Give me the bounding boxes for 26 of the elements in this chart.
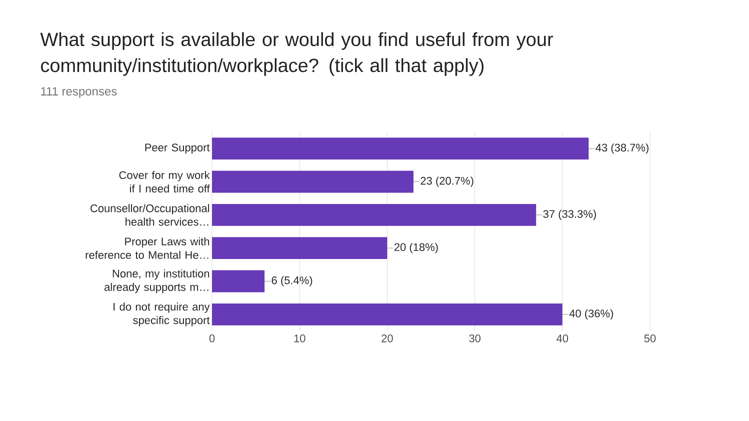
bar <box>212 270 265 292</box>
bar <box>212 170 414 193</box>
y-tick-label: Cover for my work if I need time off <box>119 170 210 193</box>
x-tick-label: 40 <box>556 334 568 342</box>
bar <box>212 138 589 160</box>
y-tick-label: Peer Support <box>145 144 210 154</box>
bar <box>212 237 388 260</box>
x-tick-label: 10 <box>294 334 306 342</box>
data-label: 43 (38.7%) <box>596 143 648 154</box>
data-label: 37 (33.3%) <box>543 210 596 220</box>
chart-title: What support is available or would you find useful from your community/institution/workplace? (tick all that apply) <box>40 32 554 76</box>
y-tick-label: I do not require any specific support <box>114 302 210 326</box>
data-label: 20 (18%) <box>394 242 438 254</box>
x-tick-label: 0 <box>209 334 215 342</box>
x-tick-label: 50 <box>644 334 656 342</box>
text: 111 responses <box>41 87 117 98</box>
data-label: 6 (5.4%) <box>272 276 312 286</box>
x-tick-label: 20 <box>382 334 393 342</box>
y-tick-label: Proper Laws with reference to Mental He… <box>86 237 210 259</box>
bar <box>212 303 562 326</box>
data-label: 23 (20.7%) <box>420 176 474 187</box>
x-tick-label: 30 <box>469 334 480 342</box>
bar <box>212 204 536 226</box>
data-label: 40 (36%) <box>569 309 614 320</box>
y-tick-label: Counsellor/Occupational health services… <box>90 204 210 226</box>
y-tick-label: None, my institution already supports m… <box>104 269 210 294</box>
